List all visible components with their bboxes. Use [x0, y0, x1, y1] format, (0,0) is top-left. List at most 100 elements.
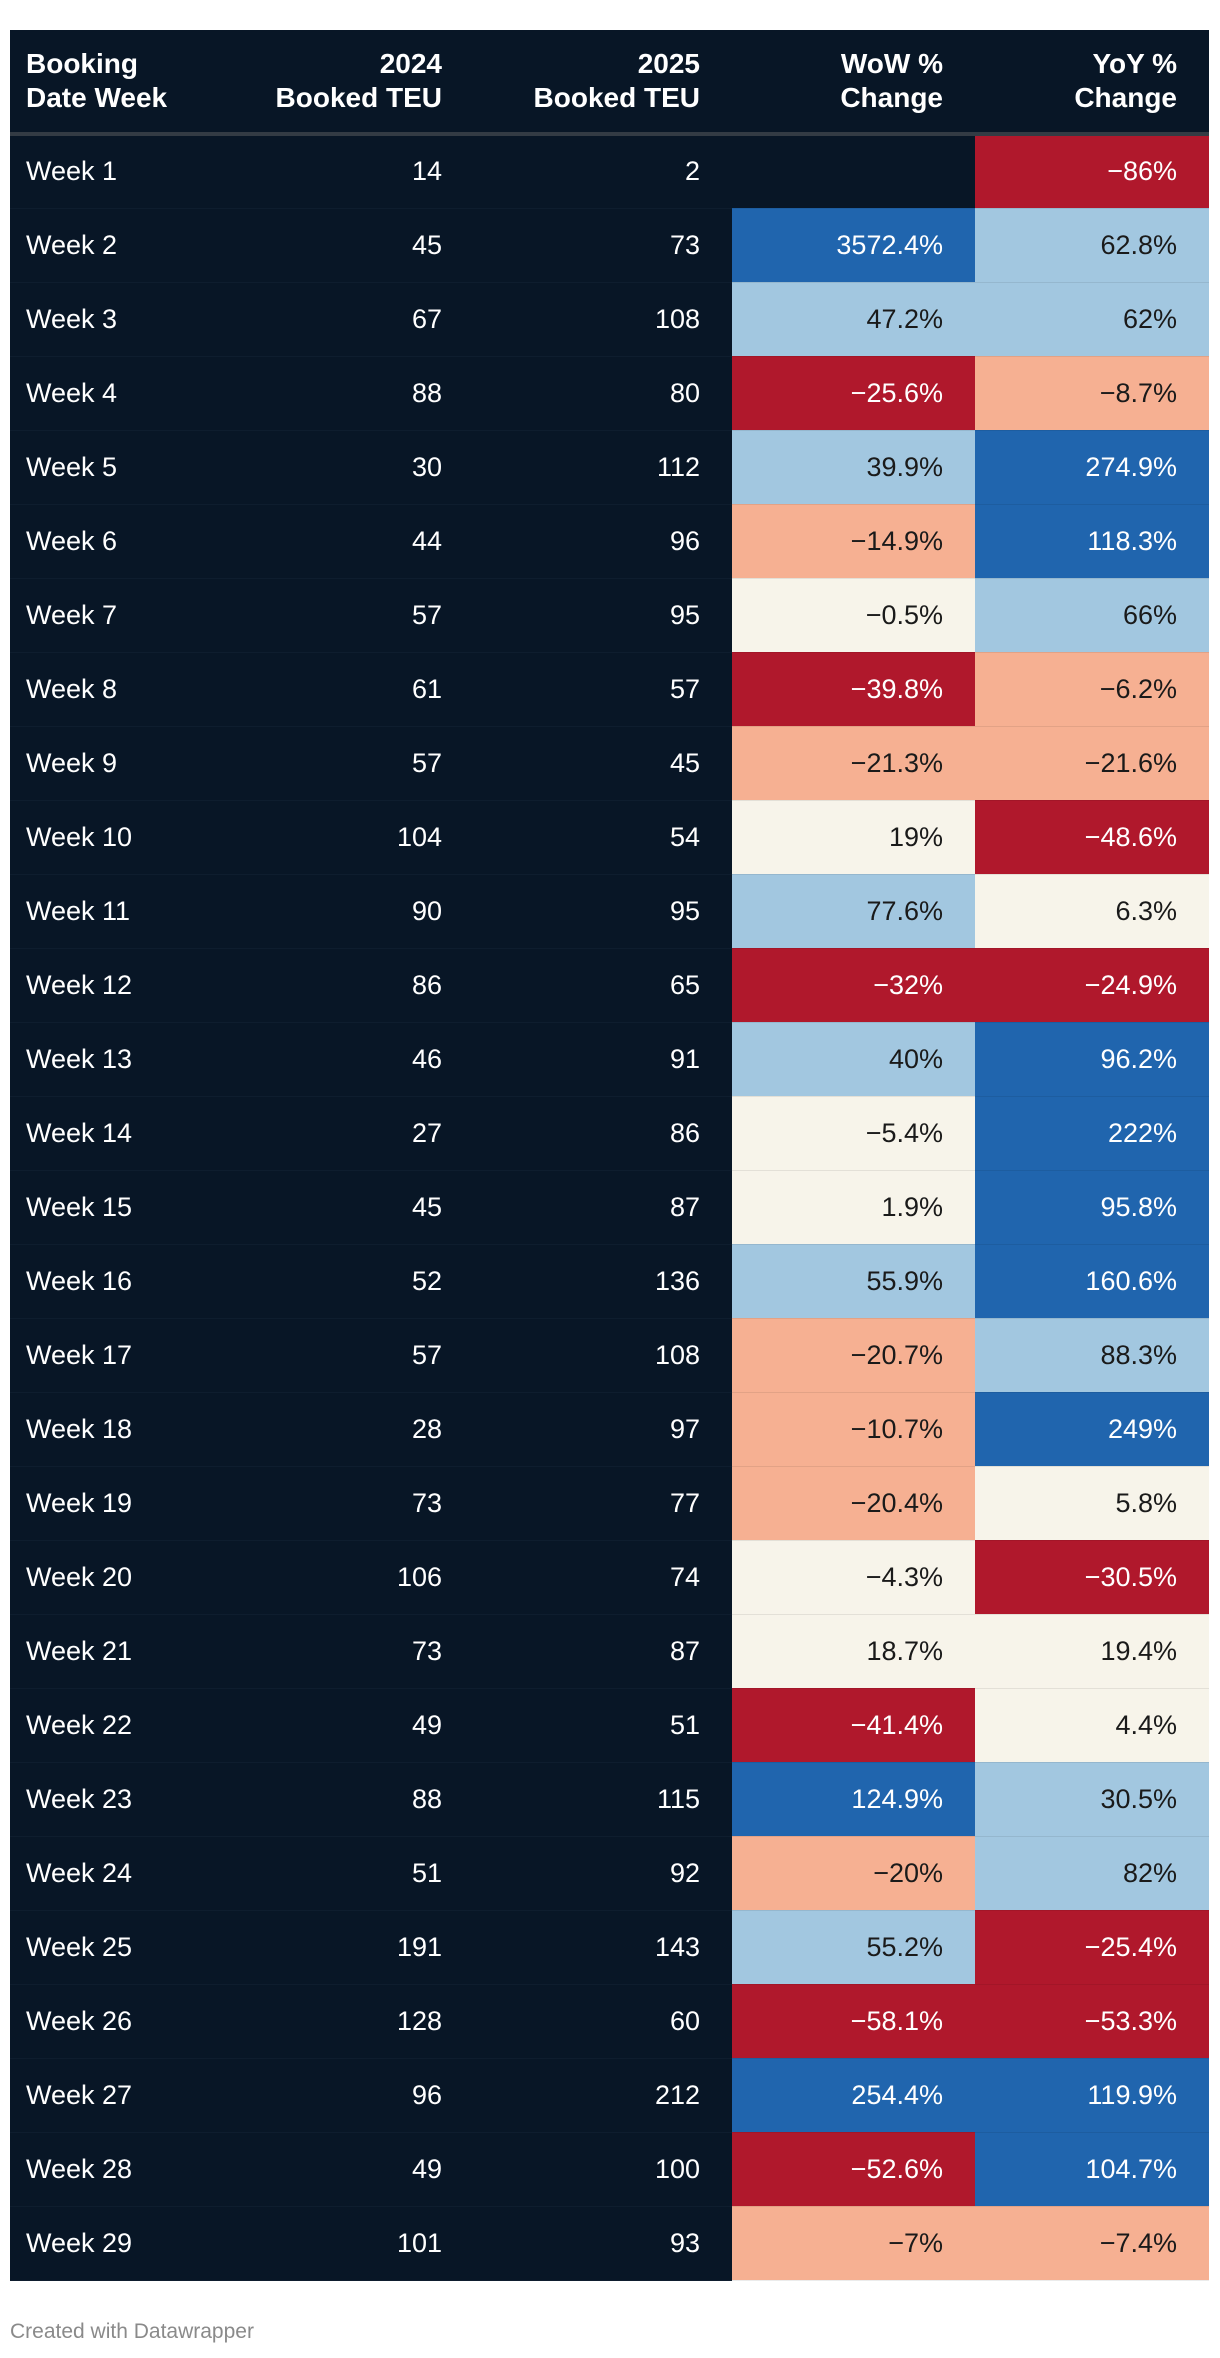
yoy-change-cell: 4.4% [975, 1688, 1209, 1763]
teu-2024-cell: 96 [242, 2058, 474, 2133]
table-row: Week 3 67 108 47.2% 62% [10, 282, 1209, 357]
teu-2025-cell: 73 [474, 208, 732, 283]
teu-2024-cell: 61 [242, 652, 474, 727]
teu-2024-cell: 106 [242, 1540, 474, 1615]
week-label-cell: Week 10 [10, 800, 242, 875]
teu-2024-cell: 52 [242, 1244, 474, 1319]
table-row: Week 21 73 87 18.7% 19.4% [10, 1614, 1209, 1689]
table-row: Week 12 86 65 −32% −24.9% [10, 948, 1209, 1023]
header-booking-date-week[interactable]: Booking Date Week [10, 30, 242, 136]
week-label-cell: Week 1 [10, 134, 242, 209]
teu-2025-cell: 45 [474, 726, 732, 801]
yoy-change-cell: 30.5% [975, 1762, 1209, 1837]
yoy-change-cell: 160.6% [975, 1244, 1209, 1319]
teu-2024-cell: 101 [242, 2206, 474, 2281]
teu-2024-cell: 191 [242, 1910, 474, 1985]
teu-2024-cell: 28 [242, 1392, 474, 1467]
table-row: Week 9 57 45 −21.3% −21.6% [10, 726, 1209, 801]
table-row: Week 27 96 212 254.4% 119.9% [10, 2058, 1209, 2133]
teu-2025-cell: 143 [474, 1910, 732, 1985]
teu-2025-cell: 74 [474, 1540, 732, 1615]
teu-2025-cell: 212 [474, 2058, 732, 2133]
week-label-cell: Week 2 [10, 208, 242, 283]
wow-change-cell: −39.8% [732, 652, 975, 727]
teu-2025-cell: 54 [474, 800, 732, 875]
wow-change-cell: 19% [732, 800, 975, 875]
teu-2025-cell: 51 [474, 1688, 732, 1763]
teu-booking-table: Booking Date Week 2024 Booked TEU 2025 B… [10, 30, 1209, 2281]
wow-change-cell: 55.2% [732, 1910, 975, 1985]
week-label-cell: Week 23 [10, 1762, 242, 1837]
week-label-cell: Week 24 [10, 1836, 242, 1911]
wow-change-cell: −58.1% [732, 1984, 975, 2059]
table-row: Week 24 51 92 −20% 82% [10, 1836, 1209, 1911]
header-line-2: Change [840, 82, 943, 113]
teu-2025-cell: 80 [474, 356, 732, 431]
table-row: Week 23 88 115 124.9% 30.5% [10, 1762, 1209, 1837]
teu-2024-cell: 30 [242, 430, 474, 505]
teu-2024-cell: 49 [242, 1688, 474, 1763]
header-line-2: Change [1074, 82, 1177, 113]
week-label-cell: Week 12 [10, 948, 242, 1023]
week-label-cell: Week 13 [10, 1022, 242, 1097]
teu-2025-cell: 95 [474, 578, 732, 653]
table-row: Week 4 88 80 −25.6% −8.7% [10, 356, 1209, 431]
teu-2025-cell: 92 [474, 1836, 732, 1911]
header-2025-booked-teu[interactable]: 2025 Booked TEU [474, 30, 732, 136]
yoy-change-cell: 274.9% [975, 430, 1209, 505]
header-2024-booked-teu[interactable]: 2024 Booked TEU [242, 30, 474, 136]
teu-2024-cell: 51 [242, 1836, 474, 1911]
wow-change-cell: −20.7% [732, 1318, 975, 1393]
table-row: Week 8 61 57 −39.8% −6.2% [10, 652, 1209, 727]
teu-2024-cell: 49 [242, 2132, 474, 2207]
teu-2024-cell: 128 [242, 1984, 474, 2059]
datawrapper-credit[interactable]: Created with Datawrapper [10, 2320, 254, 2343]
week-label-cell: Week 18 [10, 1392, 242, 1467]
header-line-1: 2025 [637, 48, 700, 79]
week-label-cell: Week 3 [10, 282, 242, 357]
yoy-change-cell: −6.2% [975, 652, 1209, 727]
header-line-2: Date Week [26, 82, 168, 113]
table-row: Week 1 14 2 −86% [10, 134, 1209, 209]
week-label-cell: Week 6 [10, 504, 242, 579]
header-yoy-change[interactable]: YoY % Change [975, 30, 1209, 136]
header-line-1: Booking [26, 48, 138, 79]
yoy-change-cell: 19.4% [975, 1614, 1209, 1689]
table-row: Week 7 57 95 −0.5% 66% [10, 578, 1209, 653]
week-label-cell: Week 5 [10, 430, 242, 505]
yoy-change-cell: −24.9% [975, 948, 1209, 1023]
wow-change-cell: 3572.4% [732, 208, 975, 283]
table-row: Week 26 128 60 −58.1% −53.3% [10, 1984, 1209, 2059]
yoy-change-cell: −48.6% [975, 800, 1209, 875]
teu-2025-cell: 97 [474, 1392, 732, 1467]
wow-change-cell: −0.5% [732, 578, 975, 653]
wow-change-cell: 1.9% [732, 1170, 975, 1245]
header-line-1: 2024 [379, 48, 442, 79]
table-row: Week 2 45 73 3572.4% 62.8% [10, 208, 1209, 283]
week-label-cell: Week 15 [10, 1170, 242, 1245]
teu-2025-cell: 57 [474, 652, 732, 727]
yoy-change-cell: −21.6% [975, 726, 1209, 801]
week-label-cell: Week 28 [10, 2132, 242, 2207]
week-label-cell: Week 26 [10, 1984, 242, 2059]
wow-change-cell: −10.7% [732, 1392, 975, 1467]
teu-2024-cell: 88 [242, 356, 474, 431]
yoy-change-cell: −30.5% [975, 1540, 1209, 1615]
wow-change-cell: −20.4% [732, 1466, 975, 1541]
week-label-cell: Week 14 [10, 1096, 242, 1171]
yoy-change-cell: 62% [975, 282, 1209, 357]
teu-2024-cell: 86 [242, 948, 474, 1023]
header-wow-change[interactable]: WoW % Change [732, 30, 975, 136]
teu-2025-cell: 87 [474, 1170, 732, 1245]
week-label-cell: Week 20 [10, 1540, 242, 1615]
week-label-cell: Week 17 [10, 1318, 242, 1393]
yoy-change-cell: 222% [975, 1096, 1209, 1171]
teu-2025-cell: 86 [474, 1096, 732, 1171]
teu-2025-cell: 60 [474, 1984, 732, 2059]
teu-2025-cell: 77 [474, 1466, 732, 1541]
week-label-cell: Week 8 [10, 652, 242, 727]
wow-change-cell: 47.2% [732, 282, 975, 357]
wow-change-cell: 124.9% [732, 1762, 975, 1837]
teu-2024-cell: 45 [242, 1170, 474, 1245]
yoy-change-cell: −86% [975, 134, 1209, 209]
